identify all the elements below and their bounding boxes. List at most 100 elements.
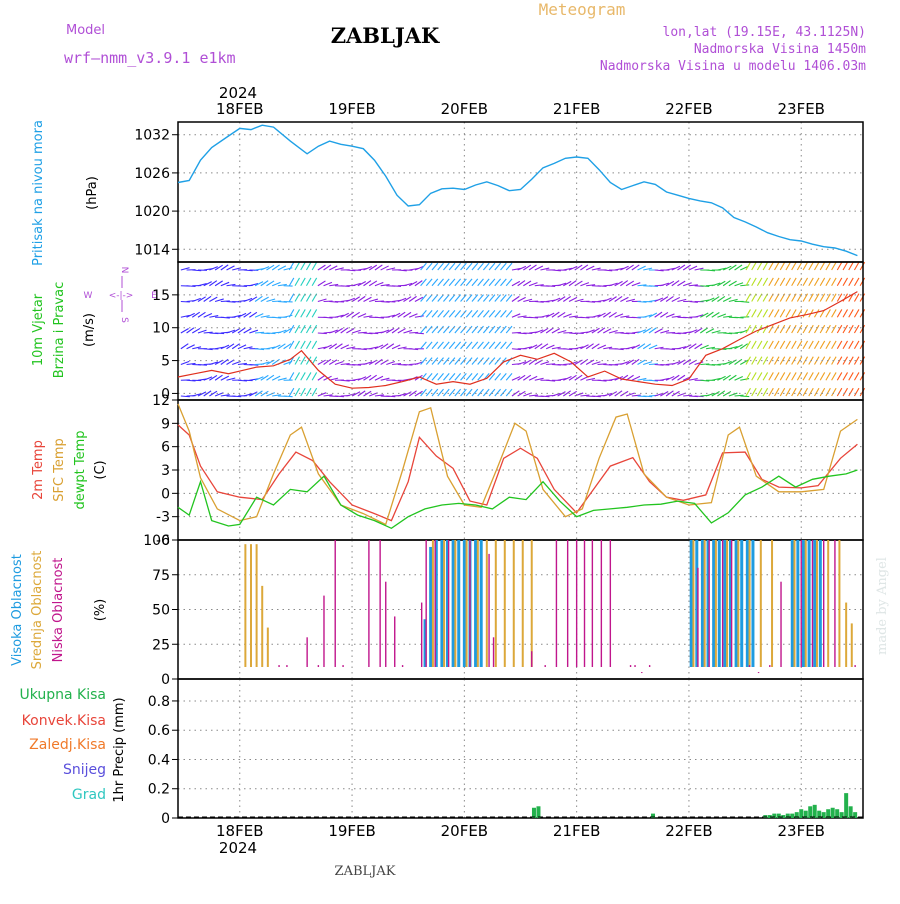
wind-barb	[854, 341, 859, 349]
wind-barb	[814, 325, 819, 333]
wind-barb	[461, 310, 467, 317]
wind-barb	[295, 341, 300, 349]
wind-barb	[752, 278, 757, 286]
cloud-bar-mid	[486, 540, 488, 667]
cloud-bar-low	[641, 672, 642, 673]
watermark: made by Angel	[875, 557, 890, 655]
wind-barb	[489, 279, 495, 286]
wind-barb	[786, 309, 791, 317]
y-tick-label: 0.2	[148, 782, 170, 798]
cloud-bar-low	[306, 637, 307, 667]
cloud-bar-mid	[244, 544, 246, 667]
day-label-top: 22FEB	[665, 100, 712, 118]
cloud-bar-low	[749, 665, 750, 667]
wind-barb	[466, 358, 472, 365]
wind-barb	[426, 326, 432, 333]
wind-barb	[769, 341, 774, 349]
cloud-bar-high	[746, 540, 749, 667]
wind-barb	[763, 388, 768, 396]
wind-barb	[854, 262, 859, 270]
wind-barb	[426, 389, 432, 396]
precip-bar	[831, 808, 835, 818]
wind-barb	[472, 263, 478, 270]
wind-barb	[832, 325, 837, 333]
cloud-bar-mid	[851, 623, 853, 667]
wind-barb	[472, 310, 478, 317]
wind-barb	[501, 389, 507, 396]
wind-barb	[843, 325, 848, 333]
wind-barb	[301, 262, 306, 270]
station-title: ZABLJAK	[331, 23, 440, 48]
wind-barb	[814, 278, 819, 286]
cloud-bar-low	[394, 616, 395, 667]
wind-barb	[786, 388, 791, 396]
cloud-bar-mid	[749, 540, 751, 667]
wind-barb	[792, 388, 797, 396]
wind-barb	[826, 262, 831, 270]
day-label-top: 18FEB	[216, 100, 263, 118]
cloud-bar-mid	[495, 540, 497, 667]
wind-barb	[284, 396, 293, 397]
wind-barb	[455, 373, 461, 380]
cloud-bar-low	[780, 582, 781, 667]
wind-barb	[455, 263, 461, 270]
wind-barb	[472, 358, 478, 365]
wind-barb	[472, 373, 478, 380]
wind-barb	[837, 278, 842, 286]
wind-barb	[854, 388, 859, 396]
wind-barb	[849, 262, 854, 270]
wind-barb	[746, 325, 751, 333]
wind-barb	[466, 326, 472, 333]
cloud-bar-high	[819, 540, 822, 667]
wind-barb	[775, 388, 780, 396]
wind-barb	[289, 309, 294, 317]
wind-barb	[740, 396, 749, 397]
y-tick-label: 12	[152, 393, 170, 409]
wind-barb	[438, 342, 444, 349]
wind-barb	[306, 341, 311, 349]
wind-barb	[837, 388, 842, 396]
wind-barb	[814, 309, 819, 317]
wind-barb	[472, 295, 478, 302]
wind-barb	[826, 278, 831, 286]
day-label-top: 19FEB	[328, 100, 375, 118]
wind-barb	[740, 285, 749, 286]
wind-barb	[843, 262, 848, 270]
meteogram-label: Meteogram	[539, 0, 626, 19]
wind-barb	[495, 373, 501, 380]
cloud-bar-high	[740, 540, 743, 667]
wind-barb	[775, 341, 780, 349]
wind-barb	[306, 278, 311, 286]
wind-barb	[472, 279, 478, 286]
cloud-bar-low	[584, 540, 585, 667]
wind-barb	[792, 325, 797, 333]
y-tick-label: 1020	[134, 204, 170, 220]
wind-barb	[809, 388, 814, 396]
wind-barb	[769, 372, 774, 380]
cloud-bar-low	[630, 665, 631, 667]
precip-bar	[532, 808, 536, 818]
wind-barb	[506, 295, 512, 302]
wind-barb	[466, 389, 472, 396]
wind-barb	[312, 388, 317, 396]
cloud-bar-high	[474, 540, 477, 667]
wind-barb	[820, 278, 825, 286]
wind-barb	[769, 388, 774, 396]
wind-barb	[809, 262, 814, 270]
wind-barb	[820, 372, 825, 380]
cloud-bar-mid	[513, 540, 515, 667]
cloud-bar-low	[610, 540, 611, 667]
lonlat-label: lon,lat (19.15E, 43.1125N)	[663, 25, 867, 40]
cloud-bar-mid	[256, 544, 258, 667]
day-label-bottom: 21FEB	[553, 822, 600, 840]
wind-barb	[455, 389, 461, 396]
pressure-line	[178, 125, 857, 255]
wind-barb	[826, 341, 831, 349]
wind-barb	[792, 262, 797, 270]
wind-barb	[289, 388, 294, 396]
wind-barb	[506, 310, 512, 317]
cloud-bar-high	[429, 547, 432, 667]
wind-barb	[854, 278, 859, 286]
cloud-bar-low	[634, 665, 635, 667]
